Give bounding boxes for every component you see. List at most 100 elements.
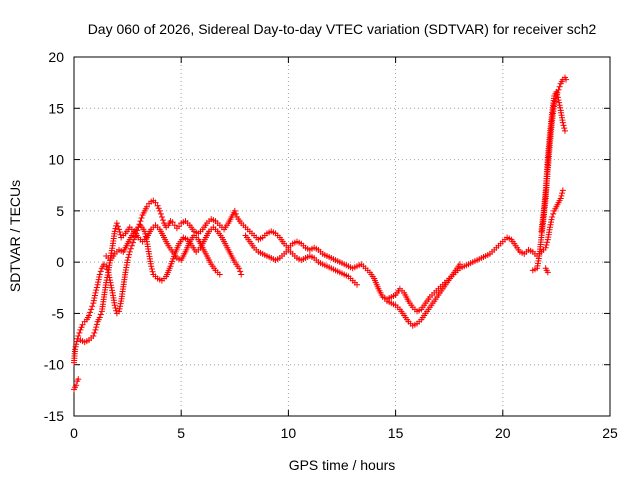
data-point <box>108 284 115 291</box>
data-point <box>93 284 100 291</box>
data-point <box>156 207 163 214</box>
data-point <box>216 271 223 278</box>
data-point <box>550 210 557 217</box>
data-point <box>556 99 563 106</box>
x-tick-label: 10 <box>281 425 297 441</box>
y-axis-label: SDTVAR / TECUs <box>7 180 23 292</box>
grid <box>74 57 610 416</box>
data-point <box>554 94 561 101</box>
data-point <box>112 304 119 311</box>
data-point <box>559 187 566 194</box>
data-point <box>143 236 150 243</box>
data-point <box>92 289 99 296</box>
data-point <box>237 268 244 275</box>
plot-frame <box>73 56 611 417</box>
y-tick-label: 15 <box>48 100 64 116</box>
data-point <box>148 263 155 270</box>
data-point <box>76 329 83 336</box>
data-point <box>124 257 131 264</box>
data-point <box>79 321 86 328</box>
data-point <box>544 239 551 246</box>
data-point <box>75 332 82 339</box>
data-point <box>96 271 103 278</box>
data-point <box>561 125 568 132</box>
data-point <box>557 195 564 202</box>
data-point <box>91 329 98 336</box>
data-point <box>557 104 564 111</box>
data-point <box>555 97 562 104</box>
data-point <box>149 268 156 275</box>
data-point <box>78 324 85 331</box>
y-tick-label: 0 <box>56 254 64 270</box>
data-point <box>109 287 116 294</box>
data-point <box>75 376 82 383</box>
data-point <box>548 219 555 226</box>
data-point <box>116 308 123 315</box>
data-point <box>72 346 79 353</box>
data-point <box>93 287 100 294</box>
data-point <box>559 190 566 197</box>
data-point <box>169 219 176 226</box>
data-point <box>107 282 114 289</box>
y-tick-label: 20 <box>48 49 64 65</box>
data-point <box>114 223 121 230</box>
data-point <box>91 295 98 302</box>
data-point <box>73 341 80 348</box>
data-point <box>103 277 110 284</box>
data-point <box>556 83 563 90</box>
data-point <box>116 305 123 312</box>
data-point <box>88 306 95 313</box>
ticks: 0 5 10 15 20 25 -15 -10 -5 0 5 10 15 20 <box>44 49 618 441</box>
data-point <box>103 279 110 286</box>
data-point <box>92 326 99 333</box>
data-marks <box>71 74 570 393</box>
data-point <box>157 210 164 217</box>
data-point <box>91 292 98 299</box>
data-point <box>134 227 141 234</box>
data-point <box>232 210 239 217</box>
data-point <box>96 314 103 321</box>
data-point <box>136 221 143 228</box>
data-point <box>111 228 118 235</box>
data-point <box>142 233 149 240</box>
data-point <box>117 231 124 238</box>
data-point <box>97 268 104 275</box>
data-point <box>548 216 555 223</box>
data-point <box>549 214 556 221</box>
data-point <box>74 335 81 342</box>
data-point <box>116 226 123 233</box>
y-tick-label: -10 <box>44 357 64 373</box>
data-point <box>73 382 80 389</box>
data-point <box>155 205 162 212</box>
data-point <box>77 326 84 333</box>
data-point <box>543 242 550 249</box>
data-point <box>96 274 103 281</box>
data-point <box>104 274 111 281</box>
data-point <box>231 207 238 214</box>
data-point <box>354 281 361 288</box>
data-point <box>553 88 560 95</box>
data-point <box>143 203 150 210</box>
data-point <box>72 343 79 350</box>
data-point <box>117 300 124 307</box>
data-point <box>544 269 551 276</box>
data-point <box>125 254 132 261</box>
data-point <box>158 214 165 221</box>
data-point <box>113 307 120 314</box>
data-point <box>93 321 100 328</box>
chart-title: Day 060 of 2026, Sidereal Day-to-day VTE… <box>88 21 597 37</box>
data-point <box>90 332 97 339</box>
x-tick-label: 25 <box>602 425 618 441</box>
data-point <box>171 222 178 229</box>
data-point <box>87 309 94 316</box>
data-point <box>90 300 97 307</box>
data-point <box>148 265 155 272</box>
data-point <box>126 251 133 258</box>
data-point <box>93 324 100 331</box>
data-point <box>563 76 570 83</box>
data-point <box>176 223 183 230</box>
x-tick-label: 15 <box>388 425 404 441</box>
data-point <box>103 263 110 270</box>
data-point <box>90 297 97 304</box>
